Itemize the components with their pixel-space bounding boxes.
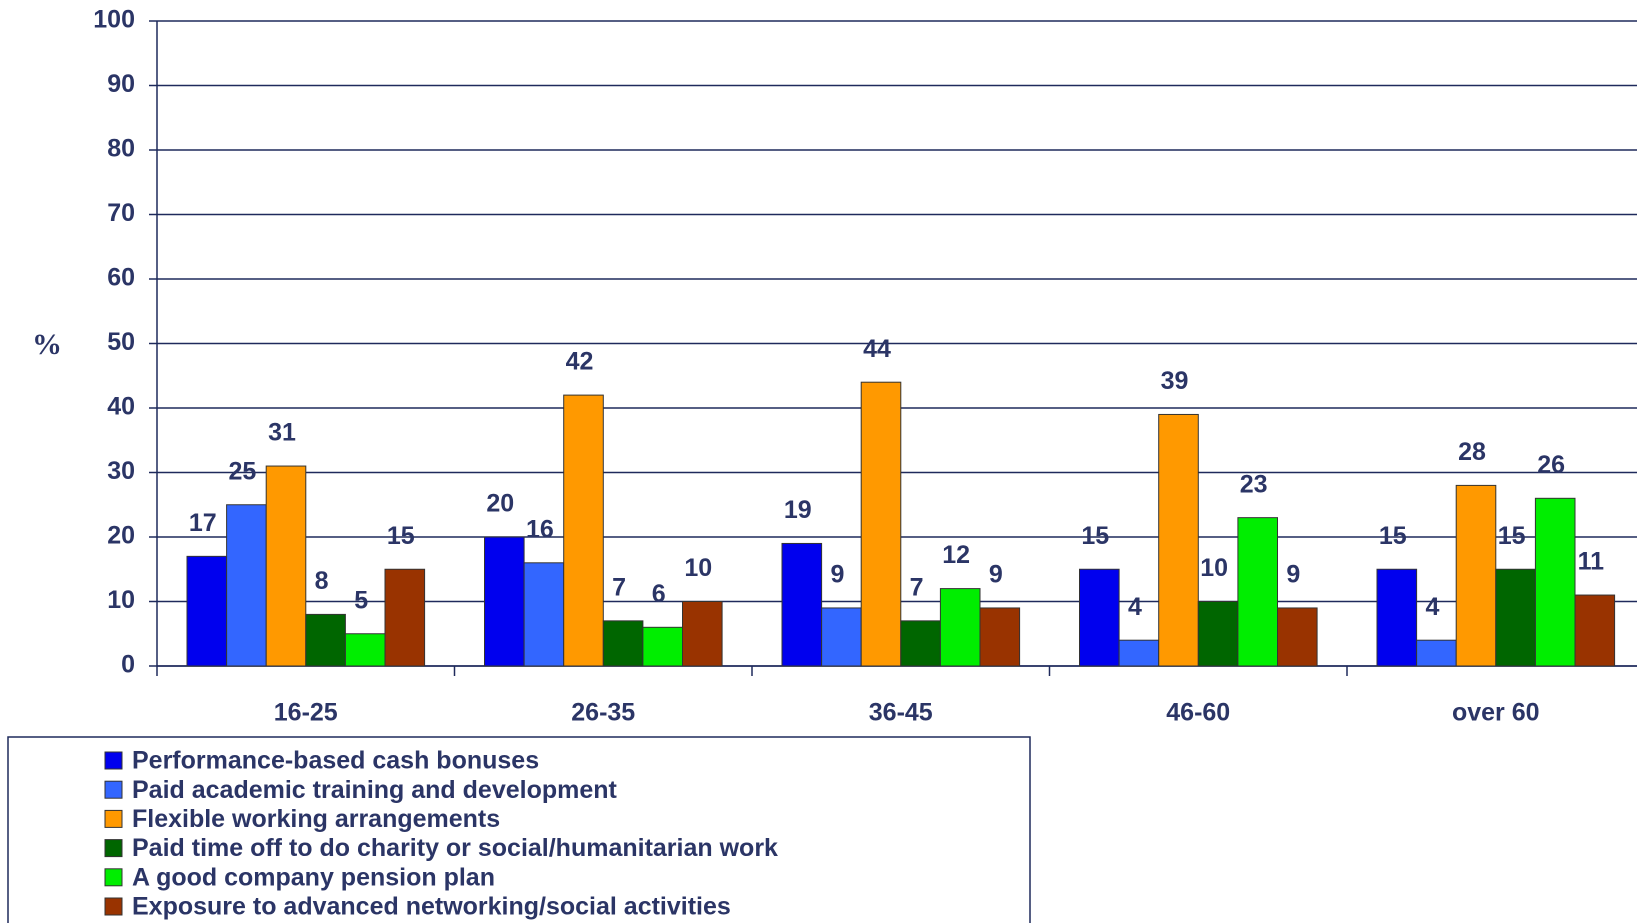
- y-tick-label: 100: [93, 6, 135, 34]
- value-label: 10: [684, 554, 712, 582]
- bar: [186, 555, 228, 667]
- value-label: 15: [1379, 522, 1407, 550]
- bar: [1574, 594, 1616, 667]
- y-tick-label: 60: [107, 264, 135, 292]
- value-label: 7: [612, 573, 626, 601]
- legend-label: Exposure to advanced networking/social a…: [132, 893, 731, 921]
- bar: [1079, 568, 1120, 667]
- x-tick-label: 36-45: [869, 699, 933, 727]
- value-label: 16: [526, 515, 554, 543]
- y-tick-label: 90: [107, 70, 135, 98]
- x-tick-label: 16-25: [274, 699, 338, 727]
- bar: [305, 613, 346, 667]
- value-label: 12: [942, 541, 970, 569]
- bar: [682, 601, 723, 667]
- bar: [642, 626, 684, 667]
- y-tick-label: 20: [107, 522, 135, 550]
- legend-box: [7, 736, 1031, 923]
- value-label: 44: [863, 335, 891, 363]
- y-axis-label: %: [32, 328, 62, 361]
- value-label: 4: [1128, 593, 1142, 621]
- value-label: 5: [354, 586, 368, 614]
- value-label: 9: [989, 561, 1003, 589]
- legend-label: Paid academic training and development: [132, 776, 618, 804]
- value-label: 6: [652, 580, 666, 608]
- bar: [265, 465, 307, 667]
- value-label: 31: [268, 419, 296, 447]
- y-tick-label: 40: [107, 393, 135, 421]
- bar: [979, 607, 1021, 667]
- legend-swatch: [104, 868, 123, 887]
- y-tick-label: 50: [107, 328, 135, 356]
- bar: [1197, 601, 1239, 667]
- value-label: 7: [910, 573, 924, 601]
- bar: [1237, 517, 1279, 667]
- value-label: 25: [228, 457, 256, 485]
- bar: [602, 620, 644, 667]
- bar: [1376, 568, 1418, 667]
- bar: [344, 633, 386, 667]
- bar: [1277, 607, 1318, 667]
- legend-swatch: [104, 897, 123, 916]
- legend-label: Flexible working arrangements: [132, 805, 500, 833]
- value-label: 42: [566, 348, 594, 376]
- bar: [563, 394, 604, 667]
- value-label: 15: [1081, 522, 1109, 550]
- x-tick-label: over 60: [1452, 699, 1540, 727]
- legend-swatch: [104, 809, 123, 828]
- value-label: 8: [315, 567, 329, 595]
- bar: [1534, 497, 1576, 667]
- bar: [781, 542, 823, 667]
- y-tick-label: 70: [107, 199, 135, 227]
- x-tick-label: 46-60: [1166, 699, 1230, 727]
- legend-label: A good company pension plan: [132, 863, 495, 891]
- value-label: 39: [1161, 367, 1189, 395]
- bar: [1455, 484, 1497, 667]
- legend-label: Paid time off to do charity or social/hu…: [132, 834, 778, 862]
- value-label: 28: [1458, 438, 1486, 466]
- y-tick-label: 80: [107, 135, 135, 163]
- value-label: 17: [189, 509, 217, 537]
- legend-swatch: [104, 780, 123, 799]
- bar: [900, 620, 941, 667]
- legend-swatch: [104, 751, 123, 770]
- bar: [821, 607, 862, 667]
- legend-label: Performance-based cash bonuses: [132, 747, 539, 775]
- value-label: 15: [387, 522, 415, 550]
- bar: [939, 588, 981, 667]
- bar: [484, 536, 525, 667]
- bar: [860, 381, 902, 667]
- y-tick-label: 30: [107, 457, 135, 485]
- value-label: 23: [1240, 470, 1268, 498]
- bar: [1118, 639, 1160, 667]
- bar: [1416, 639, 1457, 667]
- bar: [1495, 568, 1536, 667]
- legend-swatch: [104, 839, 123, 858]
- value-label: 11: [1578, 548, 1605, 576]
- x-tick-label: 26-35: [571, 699, 635, 727]
- value-label: 19: [784, 496, 812, 524]
- bar: [226, 504, 267, 667]
- bar: [523, 562, 565, 667]
- bar: [384, 568, 426, 667]
- y-tick-label: 0: [121, 651, 135, 679]
- value-label: 26: [1537, 451, 1565, 479]
- value-label: 9: [830, 561, 844, 589]
- y-tick-label: 10: [107, 586, 135, 614]
- value-label: 9: [1286, 561, 1300, 589]
- value-label: 4: [1425, 593, 1439, 621]
- value-label: 10: [1200, 554, 1228, 582]
- value-label: 15: [1498, 522, 1526, 550]
- bar: [1158, 413, 1199, 667]
- value-label: 20: [486, 490, 514, 518]
